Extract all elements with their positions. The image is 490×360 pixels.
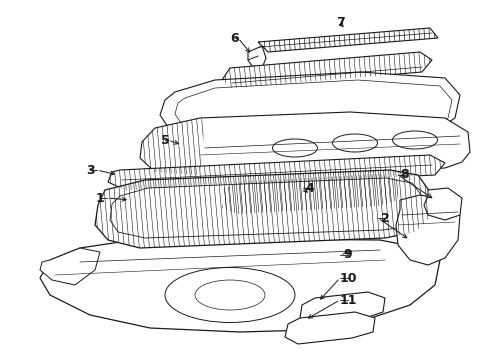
Ellipse shape xyxy=(195,280,265,310)
Polygon shape xyxy=(222,52,432,88)
Polygon shape xyxy=(108,155,445,190)
Text: 1: 1 xyxy=(96,192,104,204)
Text: 11: 11 xyxy=(339,293,357,306)
Polygon shape xyxy=(95,170,430,248)
Text: 4: 4 xyxy=(306,181,315,194)
Ellipse shape xyxy=(333,134,377,152)
Polygon shape xyxy=(396,195,460,265)
Text: 9: 9 xyxy=(343,248,352,261)
Polygon shape xyxy=(258,28,438,52)
Ellipse shape xyxy=(392,131,438,149)
Text: 8: 8 xyxy=(401,168,409,181)
Text: 10: 10 xyxy=(339,271,357,284)
Polygon shape xyxy=(248,46,266,68)
Text: 7: 7 xyxy=(336,15,344,28)
Polygon shape xyxy=(140,112,470,178)
Text: 5: 5 xyxy=(161,134,170,147)
Polygon shape xyxy=(300,292,385,324)
Polygon shape xyxy=(160,72,460,140)
Ellipse shape xyxy=(165,267,295,323)
Polygon shape xyxy=(285,312,375,344)
Polygon shape xyxy=(424,188,462,220)
Polygon shape xyxy=(40,238,440,332)
Polygon shape xyxy=(40,248,100,285)
Ellipse shape xyxy=(272,139,318,157)
Text: 3: 3 xyxy=(86,163,94,176)
Text: 2: 2 xyxy=(381,211,390,225)
Polygon shape xyxy=(222,174,400,214)
Text: 6: 6 xyxy=(231,31,239,45)
